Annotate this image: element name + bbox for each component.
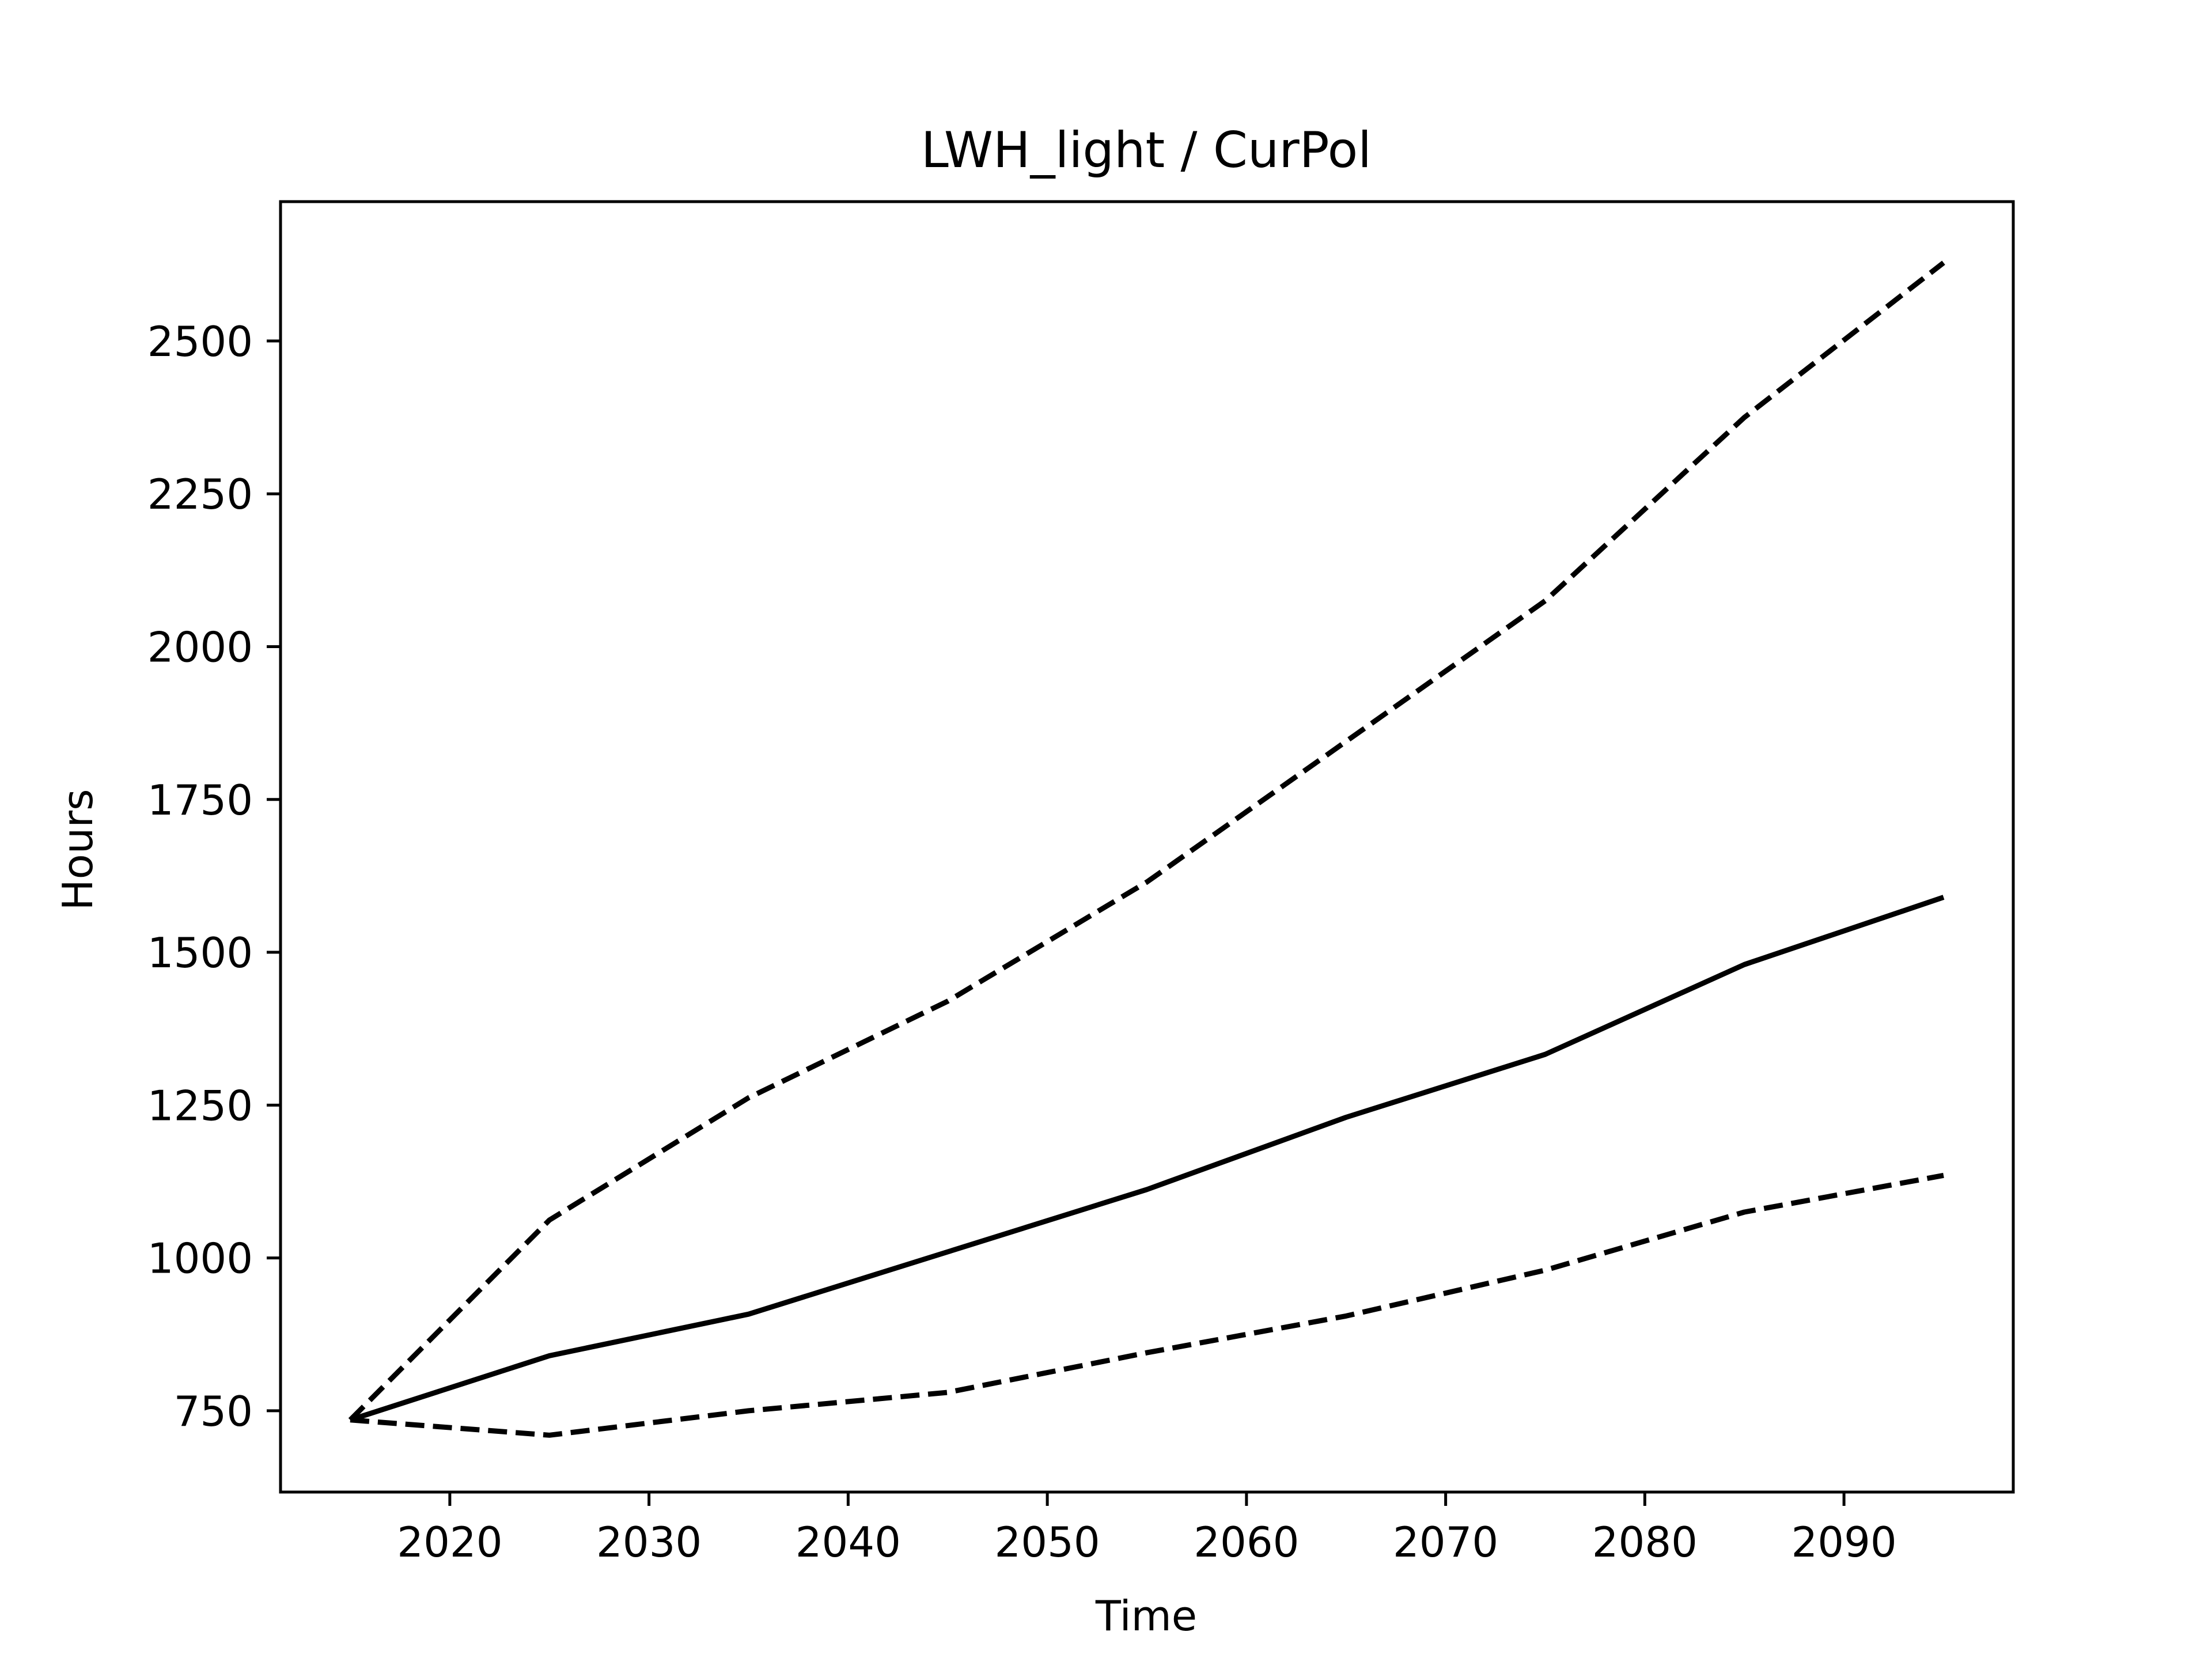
axis-ticks: 2020 2030 2040 2050 2060 2070 2080 2090 750 1000 1…	[147, 317, 1897, 1566]
y-tick-label: 2250	[147, 470, 253, 518]
x-axis-label: Time	[1095, 1592, 1197, 1640]
x-tick-label: 2070	[1393, 1518, 1498, 1566]
y-tick-label: 1000	[147, 1235, 253, 1283]
plot-frame	[279, 200, 2015, 1494]
x-tick-label: 2050	[995, 1518, 1100, 1566]
y-tick-label: 2000	[147, 623, 253, 671]
x-tick-label: 2030	[596, 1518, 702, 1566]
x-tick-label: 2080	[1592, 1518, 1698, 1566]
x-tick-label: 2040	[796, 1518, 901, 1566]
x-tick-label: 2020	[397, 1518, 502, 1566]
y-tick-label: 1750	[147, 776, 253, 824]
y-tick-label: 1250	[147, 1081, 253, 1130]
dashed-series-line-1	[348, 260, 1945, 1422]
y-tick-label: 2500	[147, 317, 253, 366]
y-axis-label: Hours	[54, 789, 102, 911]
series-lines	[348, 260, 1945, 1438]
dashed-series-line-2	[350, 1172, 1944, 1438]
x-tick-label: 2060	[1194, 1518, 1299, 1566]
y-tick-label: 1500	[147, 929, 253, 977]
x-tick-label: 2090	[1791, 1518, 1896, 1566]
chart-title: LWH_light / CurPol	[921, 122, 1372, 179]
solid-series-line-0	[349, 895, 1945, 1423]
y-tick-label: 750	[174, 1387, 253, 1436]
